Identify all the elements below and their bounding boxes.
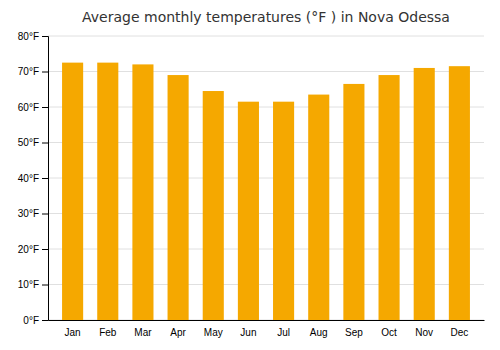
y-tick: 60°F [18,102,48,113]
y-tick-label: 0°F [23,315,39,326]
y-tick: 20°F [18,244,48,255]
x-tick-label: Feb [99,327,117,338]
x-tick: Apr [170,327,186,338]
y-tick-mark [42,107,48,108]
y-tick-label: 40°F [18,173,39,184]
x-tick-label: Jan [65,327,81,338]
y-tick: 10°F [18,279,48,290]
x-tick-label: Mar [134,327,152,338]
x-tick-label: Aug [310,327,328,338]
bars [62,63,470,320]
grid [48,36,484,320]
y-tick: 0°F [23,315,48,326]
x-tick: Oct [381,327,397,338]
bar [449,66,470,320]
y-tick-label: 70°F [18,66,39,77]
y-tick-mark [42,214,48,215]
x-tick-label: Jul [277,327,290,338]
y-tick: 80°F [18,31,48,42]
bar [273,102,294,320]
bar [379,75,400,320]
x-tick: Nov [415,327,433,338]
x-axis-line [49,320,485,321]
x-tick: Mar [134,327,152,338]
x-tick-label: Sep [345,327,363,338]
bar [62,63,83,320]
bar [97,63,118,320]
y-tick-mark [42,285,48,286]
y-tick: 30°F [18,208,48,219]
y-tick-mark [42,249,48,250]
y-tick-mark [42,178,48,179]
y-tick: 70°F [18,66,48,77]
x-tick: Dec [450,327,468,338]
y-tick-label: 80°F [18,31,39,42]
y-tick: 50°F [18,137,48,148]
x-tick: Aug [310,327,328,338]
chart: 0°F 10°F 20°F 30°F 40°F 50°F 60°F 70°F 80°F Jan Fe… [0,0,500,350]
y-tick-mark [42,143,48,144]
y-tick: 40°F [18,173,48,184]
bar [343,84,364,320]
x-tick-label: Jun [240,327,256,338]
bar [203,91,224,320]
x-tick: Jan [65,327,81,338]
x-tick-label: May [204,327,223,338]
x-tick-label: Nov [415,327,433,338]
y-tick-mark [42,320,48,321]
x-tick: Jun [240,327,256,338]
grid-line [48,36,484,37]
x-tick-label: Dec [450,327,468,338]
x-tick: Sep [345,327,363,338]
x-axis: Jan Feb Mar Apr May Jun Jul Aug Sep Oct Nov Dec [49,321,485,339]
bar [168,75,189,320]
y-axis-line [42,37,49,321]
x-tick: Jul [277,327,290,338]
x-tick: Feb [99,327,117,338]
plot: 0°F 10°F 20°F 30°F 40°F 50°F 60°F 70°F 80°F Jan Fe… [18,31,485,338]
bar [414,68,435,320]
y-axis: 0°F 10°F 20°F 30°F 40°F 50°F 60°F 70°F 80°F [18,31,49,326]
y-tick-mark [42,36,48,37]
bar [308,95,329,320]
x-tick-label: Oct [381,327,397,338]
x-tick: May [204,327,223,338]
y-tick-label: 60°F [18,102,39,113]
x-tick-label: Apr [170,327,186,338]
title: Average monthly temperatures (°F ) in No… [82,9,450,25]
y-tick-label: 30°F [18,208,39,219]
y-tick-mark [42,72,48,73]
bar [132,64,153,320]
bar [238,102,259,320]
y-tick-label: 10°F [18,279,39,290]
y-tick-label: 20°F [18,244,39,255]
y-tick-label: 50°F [18,137,39,148]
